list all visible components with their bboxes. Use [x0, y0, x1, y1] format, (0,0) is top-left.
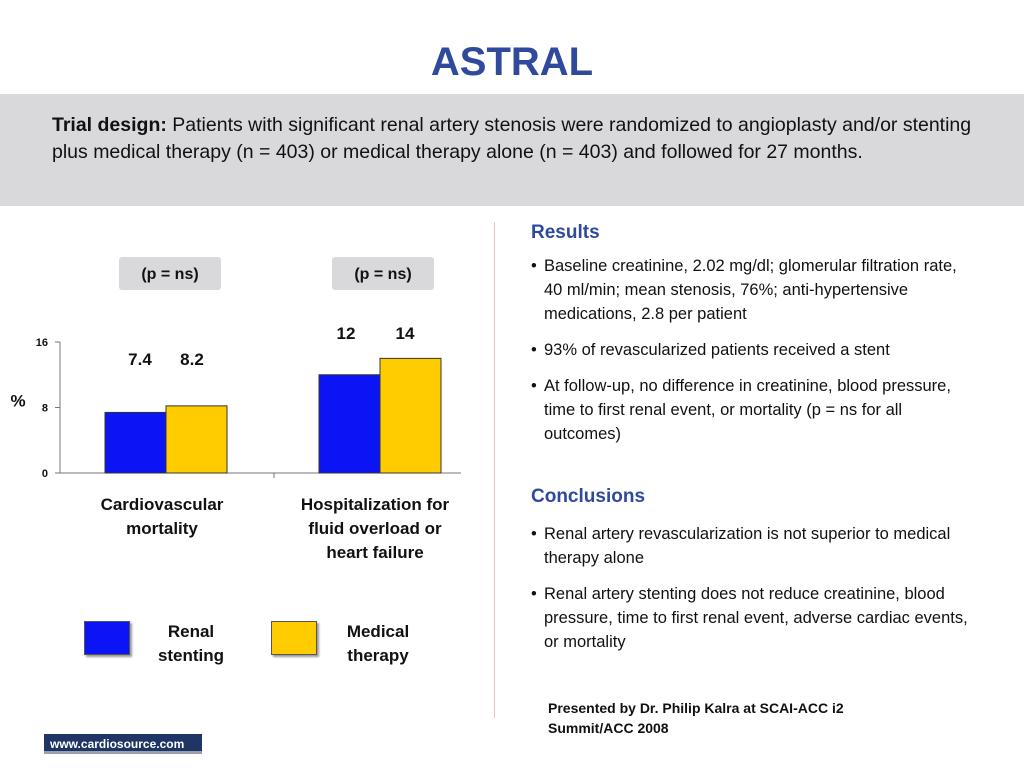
legend-label-line: therapy [347, 646, 409, 665]
trial-design-band [0, 94, 1024, 206]
legend-swatch-medical-therapy [271, 621, 317, 655]
conclusions-heading: Conclusions [531, 486, 646, 507]
conclusions-list: Renal artery revascularization is not su… [531, 522, 971, 666]
y-tick-label: 16 [36, 337, 48, 349]
legend-label-renal-stenting: Renal stenting [136, 620, 246, 668]
results-item: Baseline creatinine, 2.02 mg/dl; glomeru… [531, 254, 971, 326]
category-label: Cardiovascular [101, 495, 224, 514]
bar [104, 411, 167, 474]
y-tick-label: 8 [42, 403, 48, 415]
legend-label-line: Medical [346, 622, 410, 641]
presented-by: Presented by Dr. Philip Kalra at SCAI-AC… [548, 700, 844, 736]
footer-url-badge[interactable]: www.cardiosource.com [44, 734, 202, 754]
data-label: 14 [396, 324, 415, 343]
category-label: mortality [126, 519, 198, 538]
legend-label-medical-therapy: Medical therapy [323, 620, 433, 668]
p-value-box [119, 257, 221, 290]
results-heading: Results [531, 222, 600, 243]
bar [165, 405, 228, 474]
data-label: 8.2 [180, 350, 204, 369]
category-label: fluid overload or [308, 519, 442, 538]
legend-swatch-renal-stenting [84, 621, 130, 655]
category-label: Hospitalization for [301, 495, 450, 514]
trial-design-label: Trial design: [52, 114, 167, 136]
y-tick-label: 0 [42, 468, 48, 480]
bar [318, 374, 381, 474]
data-label: 12 [337, 324, 356, 343]
conclusions-item: Renal artery revascularization is not su… [531, 522, 971, 570]
legend-label-line: Renal [167, 622, 215, 641]
trial-design-body: Patients with significant renal artery s… [52, 114, 972, 163]
conclusions-item: Renal artery stenting does not reduce cr… [531, 582, 971, 654]
bar [379, 357, 442, 474]
results-list: Baseline creatinine, 2.02 mg/dl; glomeru… [531, 254, 971, 458]
legend-label-line: stenting [157, 646, 225, 665]
results-item: At follow-up, no difference in creatinin… [531, 374, 971, 446]
bar-chart: 0 8 16% 7.4 12 8.2 14 (p = ns) (p = ns) Cardiovas… [10, 257, 461, 562]
slide-title: ASTRAL [430, 40, 594, 84]
category-label: heart failure [326, 543, 423, 562]
data-label: 7.4 [128, 350, 152, 369]
column-divider [494, 222, 495, 718]
results-item: 93% of revascularized patients received … [531, 338, 971, 362]
p-value-box [332, 257, 434, 290]
p-value-label: (p = ns) [354, 266, 411, 283]
y-axis-label: % [10, 392, 25, 411]
trial-design-text: Trial design: Patients with significant … [52, 112, 982, 166]
p-value-label: (p = ns) [141, 266, 198, 283]
